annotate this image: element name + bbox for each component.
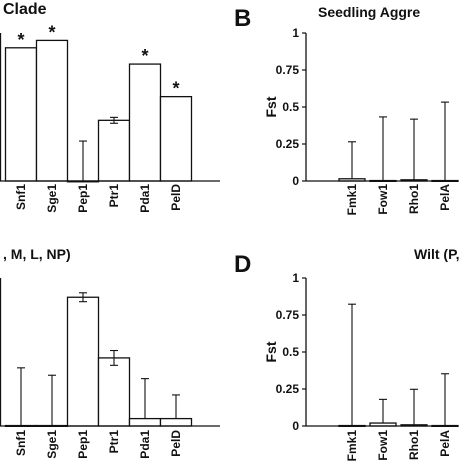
x-tick-label-rho1: Rho1 [407,430,421,460]
significance-star: * [141,46,148,66]
y-tick-label: 0.5 [282,345,299,359]
x-tick-label-snf1: Snf1 [14,430,28,456]
x-tick-label-fmk1: Fmk1 [345,430,359,462]
panel-b-y-axis-label: Fst [263,96,279,117]
significance-star: * [172,79,179,99]
x-tick-label-pep1: Pep1 [76,430,90,459]
significance-star: * [48,22,55,42]
x-tick-label-ptr1: Ptr1 [107,184,121,208]
panel-a-error-bars [79,116,118,181]
panel-d-letter: D [234,251,251,278]
panel-a-title: Clade [3,1,47,18]
panel-a-bars [4,39,193,183]
panel-a-significance: * * * * [17,22,179,98]
panel-d-title: Wilt (P, [414,246,460,262]
x-tick-label-peld: PelD [169,430,183,457]
x-tick-label-fow1: Fow1 [376,430,390,461]
y-tick-label: 1 [292,26,299,40]
significance-star: * [17,30,24,50]
bar-peld [159,95,193,182]
panel-d-wilt-chart: D Wilt (P, Fst 0 0.25 0.5 0.75 1 Fmk1 Fow1 Rho… [234,246,460,461]
panel-b-x-labels: Fmk1 Fow1 Rho1 PelA [345,184,452,216]
panel-c-x-labels: Snf1 Sge1 Pep1 Ptr1 Pda1 PelD [14,430,183,459]
x-tick-label-rho1: Rho1 [407,184,421,214]
x-tick-label-pep1: Pep1 [76,184,90,213]
x-tick-label-pela: PelA [438,184,452,211]
x-tick-label-fmk1: Fmk1 [345,184,359,216]
panel-c-chart: , M, L, NP) Snf1 Sge1 Pep1 Ptr1 Pda1 PelD [0,246,220,459]
panel-a-clade-chart: Clade * * * * Snf1 Sge1 Pep1 Ptr1 Pda1 PelD [0,1,220,213]
y-tick-label: 0.75 [276,308,300,322]
panel-b-letter: B [234,5,251,32]
y-tick-label: 0 [292,174,299,188]
bar-pda1 [128,63,162,182]
bar-sge1 [35,39,69,182]
y-tick-label: 0.75 [276,63,300,77]
panel-b-seedling-chart: B Seedling Aggre Fst 00.250.50.751 Fmk1 F… [234,4,459,216]
panel-d-x-labels: Fmk1 Fow1 Rho1 PelA [345,430,452,462]
bar-pda1 [128,417,162,427]
y-tick-label: 0 [292,419,299,433]
y-tick-label: 0.25 [276,137,300,151]
x-tick-label-peld: PelD [169,184,183,211]
x-tick-label-sge1: Sge1 [45,430,59,459]
x-tick-label-fow1: Fow1 [376,184,390,215]
bar-snf1 [4,47,38,182]
bar-peld [159,417,193,427]
x-tick-label-ptr1: Ptr1 [107,430,121,454]
y-tick-label: 0.25 [276,382,300,396]
panel-c-error-bars [17,292,180,426]
panel-b-error-bars [348,101,449,181]
panel-a-x-labels: Snf1 Sge1 Pep1 Ptr1 Pda1 PelD [14,184,183,213]
bar-ptr1 [97,119,131,182]
x-tick-label-pda1: Pda1 [138,184,152,213]
bar-pep1 [66,296,100,427]
panel-d-y-axis-label: Fst [263,341,279,362]
y-tick-label: 1 [292,271,299,285]
panel-d-y-ticks: 0 0.25 0.5 0.75 1 [276,271,306,433]
bar-ptr1 [97,357,131,427]
panel-b-y-ticks: 0 0.25 0.5 0.75 1 [276,26,306,188]
x-tick-label-snf1: Snf1 [14,184,28,210]
panel-b-title: Seedling Aggre [318,4,420,20]
x-tick-label-sge1: Sge1 [45,184,59,213]
y-tick-label: 0.5 [282,100,299,114]
x-tick-label-pela: PelA [438,430,452,457]
panel-c-title: , M, L, NP) [3,246,71,262]
panel-d-error-bars [348,303,449,426]
x-tick-label-pda1: Pda1 [138,430,152,459]
panel-c-bars [4,296,193,428]
